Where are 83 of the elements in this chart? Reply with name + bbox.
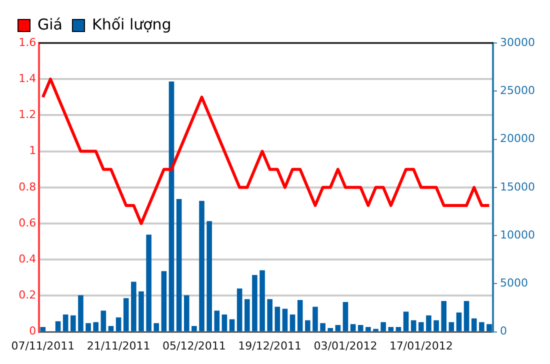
x-tick-label: 05/12/2011 <box>162 339 226 352</box>
bar <box>78 295 84 332</box>
bar <box>380 322 386 332</box>
bar <box>70 315 76 332</box>
bar <box>131 282 136 332</box>
bar <box>214 310 220 332</box>
bar <box>40 326 46 332</box>
y2-tick-label: 25000 <box>500 84 536 97</box>
y-tick-label: 0 <box>29 324 36 338</box>
bar <box>199 200 204 332</box>
bar <box>282 308 288 332</box>
bar <box>236 288 242 332</box>
x-tick-label: 17/01/2012 <box>389 339 453 352</box>
bar <box>448 322 454 332</box>
bar <box>161 271 167 332</box>
bar <box>260 270 265 332</box>
bar <box>312 306 318 332</box>
y-tick-label: 1 <box>29 144 36 158</box>
y2-tick-label: 30000 <box>500 36 536 49</box>
legend-label: Khối lượng <box>92 15 172 34</box>
bar <box>62 314 68 332</box>
bar <box>403 312 409 332</box>
bar <box>426 315 432 332</box>
bar <box>86 323 91 332</box>
y2-tick-label: 5000 <box>500 276 528 290</box>
bar <box>244 299 250 332</box>
bar <box>123 298 129 332</box>
bar <box>274 306 280 332</box>
x-tick-label: 03/01/2012 <box>314 339 378 352</box>
bar <box>418 322 424 332</box>
y-tick-label: 0.6 <box>18 216 36 230</box>
bar <box>471 318 477 332</box>
bar <box>358 325 364 332</box>
y-tick-label: 0.2 <box>18 288 36 302</box>
bar <box>290 314 296 332</box>
bar <box>410 320 416 332</box>
bar <box>206 221 212 332</box>
bar <box>297 300 303 332</box>
y-tick-label: 1.6 <box>18 36 36 49</box>
bar <box>479 322 484 332</box>
bar <box>305 320 310 332</box>
bar <box>93 322 98 332</box>
bar <box>100 310 106 332</box>
bar <box>168 82 174 332</box>
bar <box>116 317 122 332</box>
bar <box>55 321 61 332</box>
x-tick-label: 21/11/2011 <box>86 339 150 352</box>
bar <box>192 326 197 332</box>
bar <box>456 312 462 332</box>
bar <box>388 326 394 332</box>
y-tick-label: 0.8 <box>18 180 36 194</box>
bar <box>464 300 470 332</box>
bar <box>486 324 492 332</box>
bar <box>252 275 258 332</box>
y2-tick-label: 20000 <box>500 132 536 146</box>
y2-tick-label: 15000 <box>500 180 536 194</box>
bar <box>138 291 144 332</box>
bar <box>108 326 114 332</box>
y-tick-label: 1.2 <box>18 108 36 122</box>
bar <box>366 326 371 332</box>
y-tick-label: 0.4 <box>18 252 36 266</box>
bar <box>373 328 378 332</box>
x-tick-label: 07/11/2011 <box>11 339 75 352</box>
bar <box>335 325 341 332</box>
x-tick-label: 19/12/2011 <box>238 339 302 352</box>
bar <box>441 300 446 332</box>
y2-tick-label: 10000 <box>500 228 536 242</box>
legend-label: Giá <box>38 15 62 34</box>
bar <box>229 319 235 332</box>
bar <box>320 323 326 332</box>
bar <box>434 320 439 332</box>
bar <box>176 198 182 332</box>
bar <box>396 326 402 332</box>
bar <box>328 328 334 332</box>
bar <box>154 323 160 332</box>
bar <box>350 324 356 332</box>
bar <box>146 234 152 332</box>
y-tick-label: 1.4 <box>18 72 36 85</box>
bar <box>342 302 348 332</box>
y2-tick-label: 0 <box>500 324 508 338</box>
bar <box>267 299 272 332</box>
bar <box>184 295 190 332</box>
bar <box>222 314 228 332</box>
